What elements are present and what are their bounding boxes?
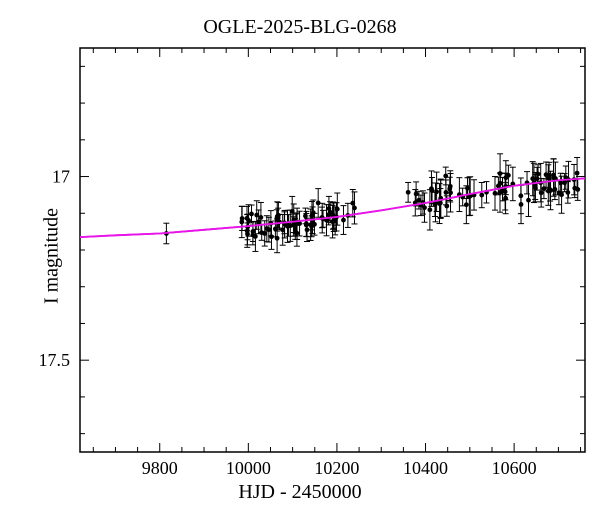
svg-text:10000: 10000 [226,458,271,478]
plot-svg: 9800 10000 10200 10400 10600 17 17.5 [0,0,600,512]
svg-text:9800: 9800 [142,458,178,478]
svg-text:10200: 10200 [314,458,359,478]
svg-text:10400: 10400 [403,458,448,478]
svg-text:17.5: 17.5 [39,350,71,370]
svg-text:17: 17 [52,167,70,187]
svg-text:10600: 10600 [492,458,537,478]
chart-container: OGLE-2025-BLG-0268 I magnitude HJD - 245… [0,0,600,512]
